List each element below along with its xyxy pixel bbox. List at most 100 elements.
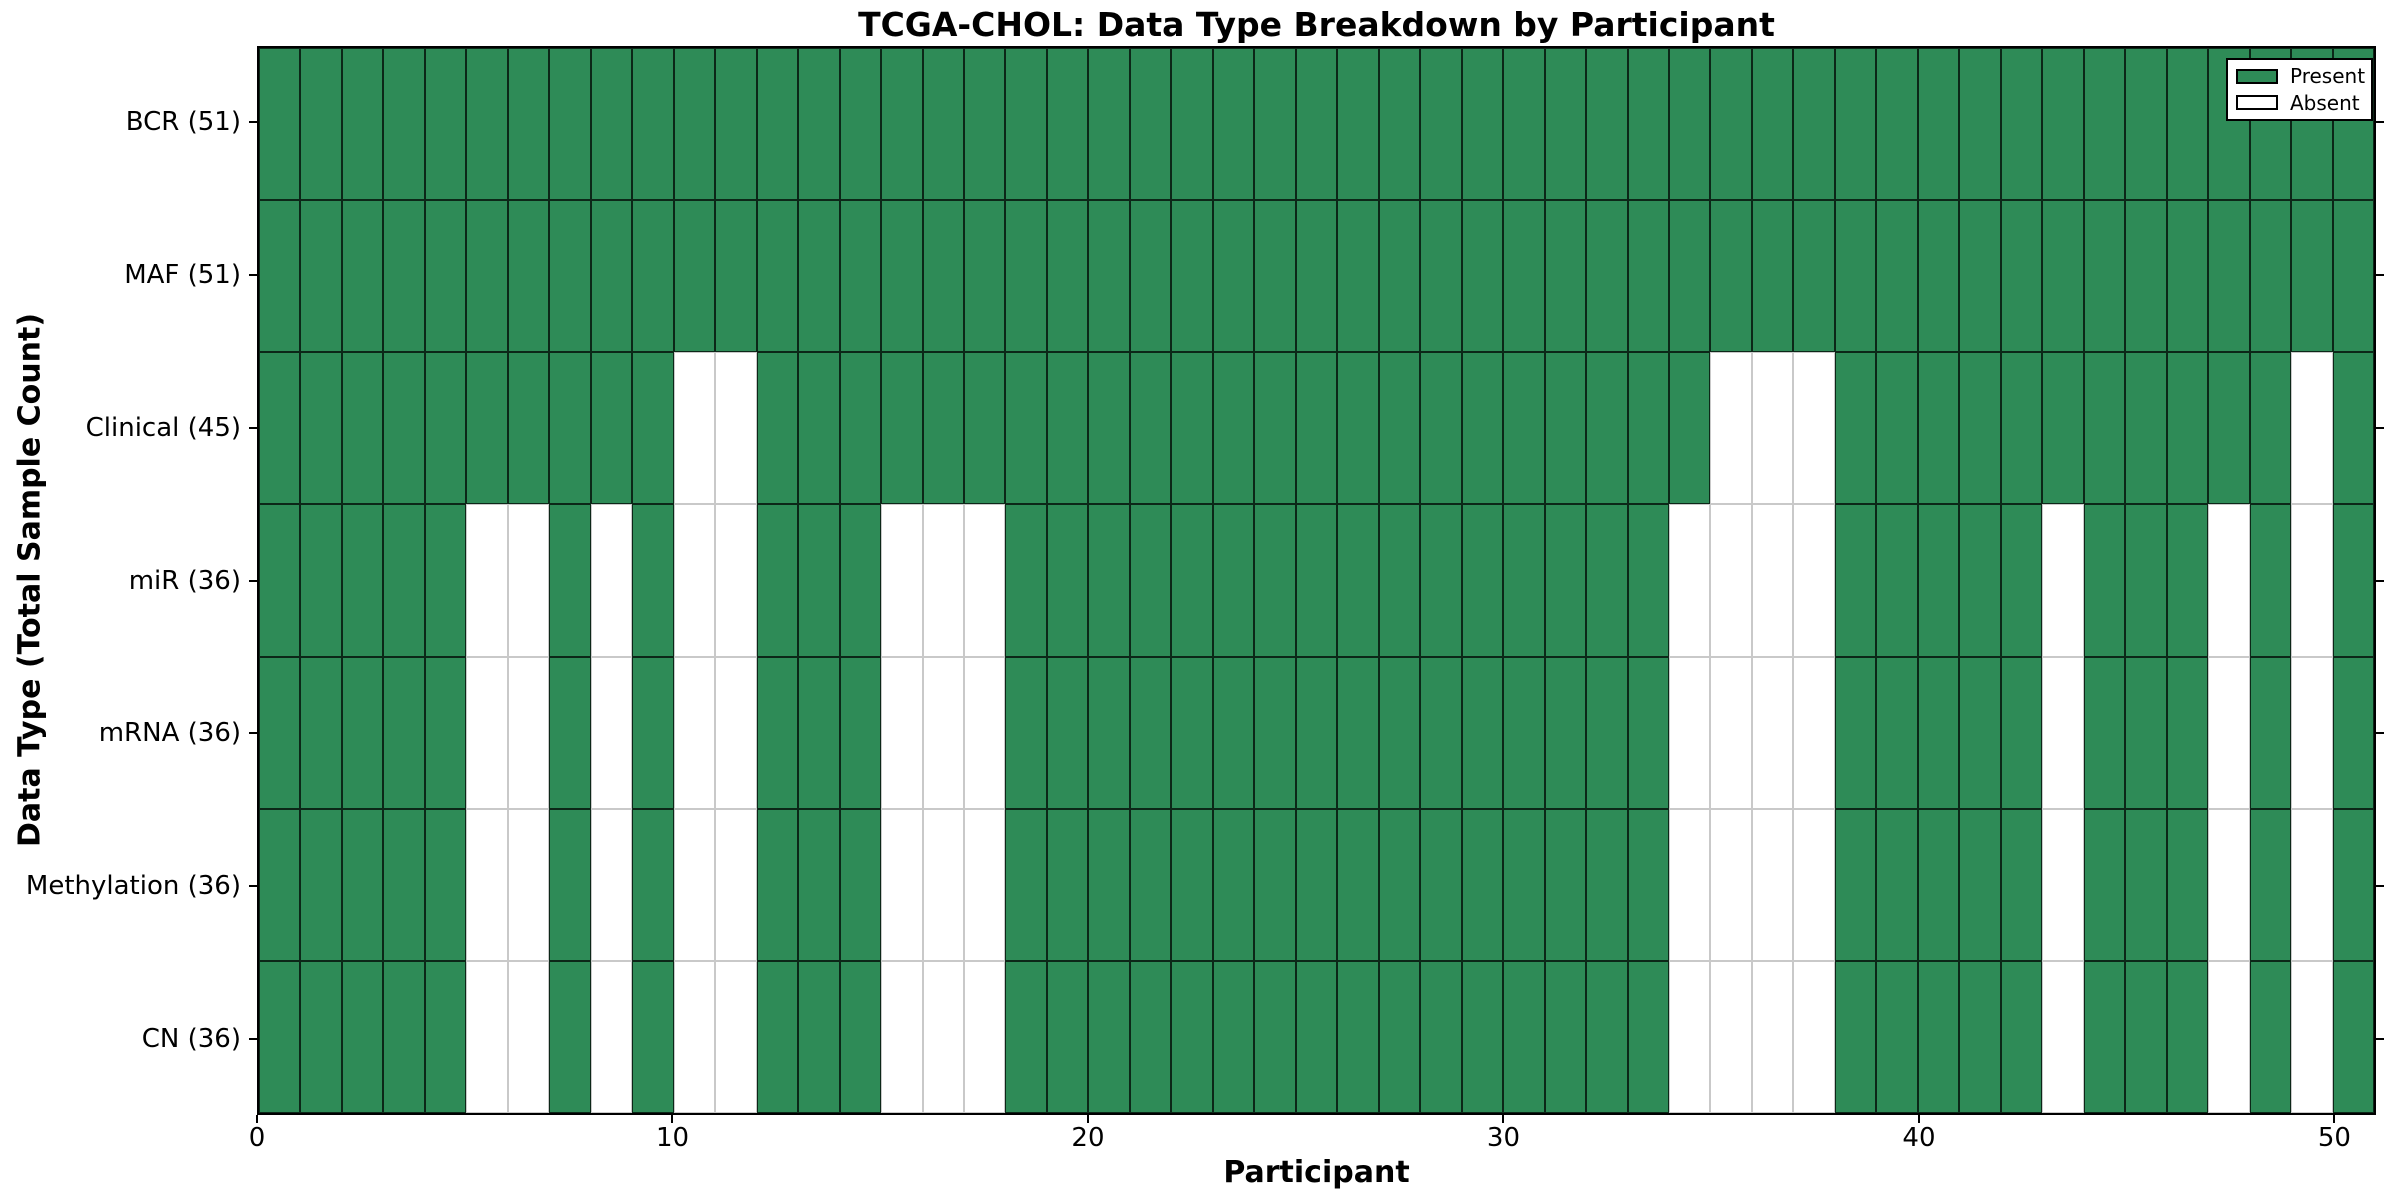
- grid-cell: [2000, 504, 2043, 657]
- y-tick: [249, 1037, 257, 1040]
- grid-cell: [964, 48, 1006, 201]
- y-tick-label: BCR (51): [125, 107, 241, 138]
- grid-cell: [1254, 808, 1296, 961]
- grid-cell: [1461, 960, 1504, 1113]
- grid-cell: [2000, 808, 2043, 961]
- grid-cell: [590, 656, 633, 809]
- grid-cell: [839, 200, 882, 353]
- grid-cell: [259, 48, 301, 201]
- grid-cell: [466, 504, 508, 657]
- grid-cell: [1834, 960, 1877, 1113]
- grid-cell: [881, 352, 923, 505]
- grid-cell: [1669, 48, 1711, 201]
- grid-cell: [839, 504, 882, 657]
- grid-cell: [507, 656, 550, 809]
- grid-cell: [1212, 200, 1255, 353]
- grid-cell: [466, 808, 508, 961]
- grid-cell: [1420, 504, 1462, 657]
- grid-cell: [1669, 200, 1711, 353]
- chart-title: TCGA-CHOL: Data Type Breakdown by Partic…: [858, 5, 1775, 44]
- grid-cell: [2042, 200, 2084, 353]
- grid-cell: [1088, 352, 1130, 505]
- grid-cell: [1710, 48, 1752, 201]
- grid-cell: [2000, 656, 2043, 809]
- x-tick: [671, 1115, 674, 1123]
- grid-cell: [2000, 200, 2043, 353]
- grid-cell: [1461, 352, 1504, 505]
- grid-cell: [1627, 352, 1669, 505]
- grid-cell: [1959, 352, 2001, 505]
- grid-cell: [756, 656, 799, 809]
- grid-cell: [798, 504, 840, 657]
- y-tick: [249, 426, 257, 429]
- grid-cell: [1420, 656, 1462, 809]
- grid-cell: [1503, 808, 1545, 961]
- grid-cell: [1129, 352, 1172, 505]
- grid-cell: [1876, 352, 1918, 505]
- grid-cell: [424, 48, 467, 201]
- grid-cell: [1793, 352, 1835, 505]
- grid-cell: [1503, 656, 1545, 809]
- grid-cell: [715, 656, 757, 809]
- grid-cell: [507, 48, 550, 201]
- x-axis-label: Participant: [1223, 1155, 1410, 1190]
- grid-cell: [590, 48, 633, 201]
- grid-cell: [1710, 352, 1752, 505]
- grid-cell: [1793, 808, 1835, 961]
- grid-cell: [383, 808, 425, 961]
- grid-cell: [922, 48, 964, 201]
- grid-cell: [1295, 200, 1338, 353]
- grid-cell: [1129, 48, 1172, 201]
- grid-cell: [798, 48, 840, 201]
- grid-cell: [383, 352, 425, 505]
- grid-cell: [424, 808, 467, 961]
- grid-cell: [341, 352, 384, 505]
- x-tick-label: 10: [655, 1123, 690, 1153]
- grid-cell: [2249, 200, 2292, 353]
- grid-cell: [1503, 352, 1545, 505]
- grid-cell: [798, 352, 840, 505]
- grid-cell: [424, 352, 467, 505]
- grid-cell: [1461, 504, 1504, 657]
- grid-cell: [2208, 656, 2250, 809]
- grid-cell: [2042, 960, 2084, 1113]
- grid-cell: [300, 200, 342, 353]
- grid-cell: [1503, 48, 1545, 201]
- grid-cell: [590, 808, 633, 961]
- grid-cell: [383, 200, 425, 353]
- grid-cell: [1876, 960, 1918, 1113]
- grid-cell: [1420, 808, 1462, 961]
- grid-cell: [1005, 200, 1047, 353]
- y-tick-label: miR (36): [128, 565, 241, 596]
- grid-cell: [1212, 656, 1255, 809]
- grid-cell: [1254, 504, 1296, 657]
- grid-cell: [1751, 504, 1794, 657]
- grid-cell: [2208, 808, 2250, 961]
- y-tick-right: [2376, 579, 2384, 582]
- grid-cell: [341, 960, 384, 1113]
- grid-cell: [1378, 48, 1421, 201]
- grid-cell: [798, 808, 840, 961]
- grid-cell: [964, 352, 1006, 505]
- grid-cell: [2249, 504, 2292, 657]
- grid-cell: [1378, 960, 1421, 1113]
- grid-cell: [839, 48, 882, 201]
- grid-cell: [1337, 352, 1379, 505]
- grid-cell: [2249, 960, 2292, 1113]
- grid-cell: [259, 656, 301, 809]
- grid-cell: [2166, 808, 2209, 961]
- grid-cell: [1876, 656, 1918, 809]
- grid-cell: [259, 200, 301, 353]
- grid-cell: [1046, 960, 1089, 1113]
- grid-cell: [1171, 200, 1213, 353]
- grid-cell: [1503, 504, 1545, 657]
- grid-cell: [715, 200, 757, 353]
- grid-cell: [1005, 656, 1047, 809]
- grid-cell: [1337, 656, 1379, 809]
- grid-cell: [798, 656, 840, 809]
- grid-cell: [549, 504, 591, 657]
- grid-cell: [1461, 808, 1504, 961]
- grid-cell: [1212, 960, 1255, 1113]
- grid-cell: [673, 808, 716, 961]
- grid-cell: [715, 504, 757, 657]
